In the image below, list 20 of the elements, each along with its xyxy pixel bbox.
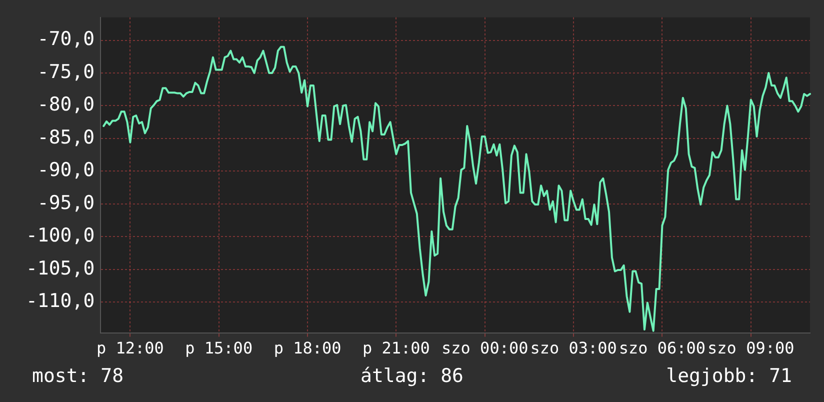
y-tick-label: -95,0 — [37, 192, 95, 214]
text: most: 78 — [32, 365, 124, 387]
y-tick-label: -105,0 — [26, 257, 95, 280]
y-tick-label: -75,0 — [37, 60, 95, 83]
x-tick-label: p 12:00 — [96, 338, 164, 358]
x-tick-label: szo 03:00 — [530, 338, 617, 358]
y-tick-label: -85,0 — [37, 126, 95, 148]
x-tick-label: p 21:00 — [362, 338, 430, 358]
y-tick-label: -100,0 — [26, 224, 95, 247]
x-tick-label: p 15:00 — [185, 338, 253, 358]
y-tick-label: -90,0 — [37, 159, 95, 182]
y-tick-label: -70,0 — [37, 28, 95, 50]
x-tick-label: p 18:00 — [274, 338, 342, 358]
y-tick-label: -80,0 — [37, 94, 95, 116]
y-tick-label: -110,0 — [26, 290, 95, 312]
x-tick-label: szo 00:00 — [442, 338, 528, 358]
x-tick-label: szo 06:00 — [618, 338, 706, 358]
text: legjobb: 71 — [666, 365, 792, 387]
text: átlag: 86 — [360, 365, 464, 387]
x-tick-label: szo 09:00 — [708, 338, 794, 358]
